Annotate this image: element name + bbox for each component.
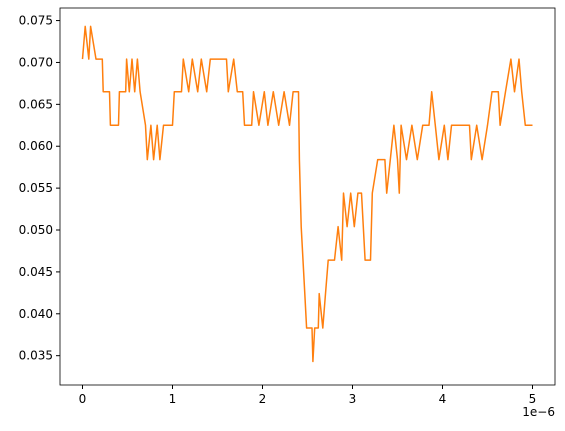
- x-tick-label: 0: [79, 392, 87, 406]
- axes-frame: [59, 7, 556, 386]
- x-offset-label: 1e−6: [522, 405, 555, 419]
- y-tick-label: 0.040: [19, 307, 53, 321]
- y-tick-label: 0.065: [19, 97, 53, 111]
- x-tick-label: 5: [529, 392, 537, 406]
- x-tick-label: 2: [259, 392, 267, 406]
- y-tick-label: 0.035: [19, 349, 53, 363]
- y-tick-label: 0.055: [19, 181, 53, 195]
- y-tick-label: 0.075: [19, 14, 53, 28]
- x-tick-label: 3: [349, 392, 357, 406]
- x-tick-label: 4: [439, 392, 447, 406]
- line: [81, 25, 533, 363]
- y-tick-label: 0.050: [19, 223, 53, 237]
- x-tick-label: 1: [169, 392, 177, 406]
- y-tick-label: 0.070: [19, 55, 53, 69]
- y-tick-label: 0.045: [19, 265, 53, 279]
- y-tick-label: 0.060: [19, 139, 53, 153]
